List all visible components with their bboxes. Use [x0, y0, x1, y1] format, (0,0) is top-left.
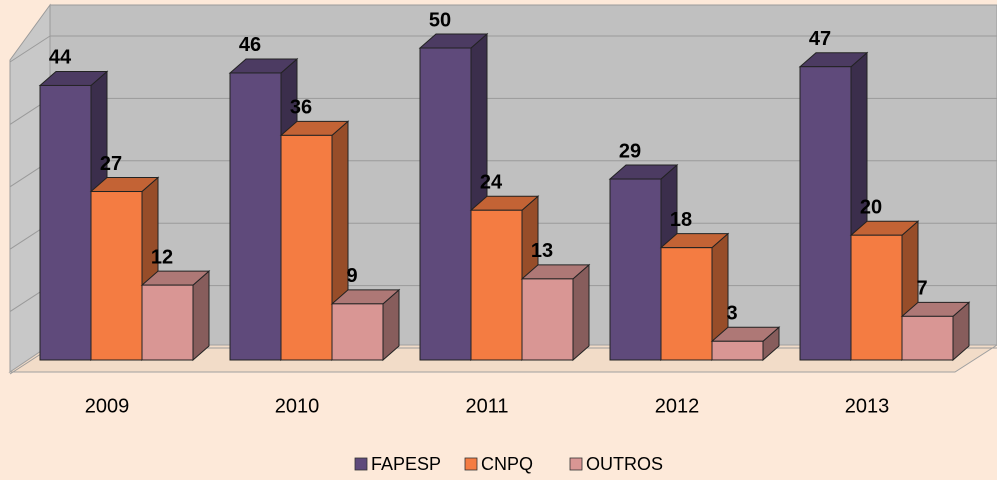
bar-side	[192, 270, 210, 362]
bar	[521, 278, 574, 361]
value-label: 7	[916, 278, 927, 300]
value-label: 24	[480, 172, 503, 194]
bar	[280, 134, 333, 361]
value-label: 50	[429, 9, 451, 31]
labels: 2009 44 27 12 2010 46 36 9 2011 50 24 13 2012 29 18 3 20…	[49, 9, 928, 417]
value-label: 18	[670, 209, 692, 231]
value-label: 44	[49, 47, 72, 69]
value-label: 46	[239, 34, 261, 56]
grid-line	[9, 35, 51, 63]
bar	[609, 178, 662, 361]
bar-side	[572, 263, 590, 362]
bar	[901, 315, 954, 361]
bar	[331, 303, 384, 361]
bar	[850, 234, 903, 361]
bar	[711, 340, 764, 361]
bar	[90, 191, 143, 361]
legend: FAPESP CNPQ OUTROS	[354, 454, 663, 474]
value-label: 27	[100, 153, 122, 175]
x-tick-label: 2012	[655, 395, 700, 417]
bars	[38, 32, 971, 362]
x-tick-label: 2011	[465, 395, 508, 417]
bar	[39, 84, 92, 361]
legend-swatch	[569, 457, 583, 471]
value-label: 36	[290, 97, 312, 119]
x-tick-label: 2013	[845, 395, 890, 417]
bar	[419, 47, 472, 361]
value-label: 29	[619, 140, 641, 162]
value-label: 20	[860, 196, 882, 218]
bar	[660, 247, 713, 361]
bar	[141, 284, 194, 361]
bar	[799, 66, 852, 361]
legend-label: CNPQ	[481, 454, 533, 474]
legend-swatch	[464, 457, 478, 471]
x-tick-label: 2010	[275, 395, 320, 417]
legend-swatch	[354, 457, 368, 471]
legend-label: OUTROS	[586, 454, 663, 474]
value-label: 3	[726, 303, 737, 325]
value-label: 9	[346, 265, 357, 287]
value-label: 13	[531, 240, 553, 262]
value-label: 12	[151, 246, 173, 268]
bar	[229, 72, 282, 361]
value-label: 47	[809, 28, 831, 50]
legend-label: FAPESP	[371, 454, 441, 474]
x-tick-label: 2009	[85, 395, 130, 417]
bar	[470, 209, 523, 361]
